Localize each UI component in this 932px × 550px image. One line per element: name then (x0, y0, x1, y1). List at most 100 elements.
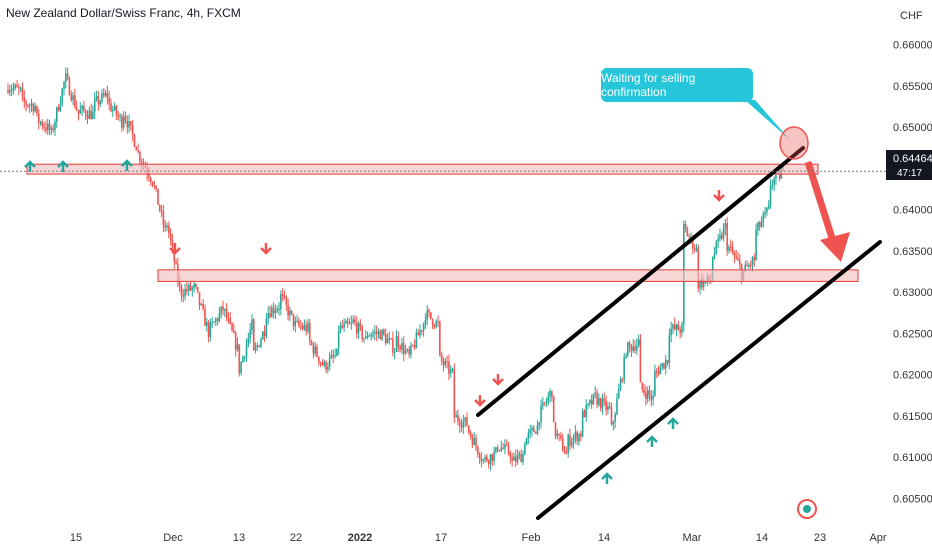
candle-body (45, 127, 47, 131)
candle-body (236, 344, 239, 350)
candle-body (760, 221, 763, 227)
candle-body (209, 322, 212, 338)
candle-body (384, 334, 387, 344)
candle-body (316, 346, 318, 357)
candle-body (77, 110, 80, 114)
candle-body (616, 398, 618, 415)
candle-body (57, 107, 60, 111)
candle-body (719, 235, 721, 239)
candle-body (426, 310, 429, 321)
candle-body (37, 113, 40, 123)
candle-body (392, 338, 394, 353)
candle-body (630, 345, 633, 351)
candle-body (175, 261, 177, 265)
candle-body (601, 398, 604, 409)
candle-body (681, 324, 683, 333)
candle-body (773, 178, 775, 185)
candle-body (267, 313, 270, 319)
candle-body (374, 331, 376, 334)
channel-lines (476, 146, 882, 520)
candle-body (182, 295, 185, 297)
candle-body (444, 361, 447, 365)
candle-body (471, 436, 474, 445)
candle-body (536, 425, 539, 434)
candle-body (486, 456, 488, 461)
candle-body (775, 172, 777, 179)
candle-body (457, 415, 459, 422)
candle-body (569, 435, 571, 446)
candle-body (108, 97, 110, 104)
candle-body (590, 400, 593, 405)
candle-body (594, 392, 597, 394)
candle-body (191, 287, 194, 291)
candle-body (117, 115, 120, 117)
candle-body (766, 207, 768, 213)
candle-body (357, 323, 360, 334)
zone-lower-support (157, 269, 859, 282)
candle-body (193, 283, 195, 288)
candle-body (283, 295, 286, 298)
candle-body (643, 389, 645, 393)
candle-body (668, 335, 671, 363)
candle-body (352, 319, 354, 323)
candle-body (79, 108, 82, 114)
candle-body (598, 398, 600, 405)
annotation-callout[interactable]: Waiting for selling confirmation (601, 68, 753, 102)
candle-body (285, 297, 288, 305)
candle-body (695, 247, 698, 250)
candle-body (599, 398, 602, 409)
candle-body (128, 121, 130, 128)
candle-body (213, 321, 215, 323)
candle-body (75, 107, 78, 111)
candle-body (504, 444, 506, 449)
up-arrow-head (121, 159, 133, 167)
candle-body (467, 425, 470, 433)
candle-body (753, 257, 756, 260)
candle-body (552, 396, 555, 423)
candle-body (364, 336, 367, 339)
candle-body (455, 415, 457, 418)
candle-body (307, 323, 309, 332)
candle-body (169, 232, 172, 241)
candle-body (545, 401, 548, 404)
candle-body (607, 406, 609, 410)
candle-body (430, 312, 432, 319)
candle-body (225, 308, 228, 319)
candle-body (121, 115, 123, 128)
candle-body (50, 128, 53, 130)
candle-body (21, 87, 24, 97)
candle-body (83, 105, 85, 111)
candle-body (542, 402, 544, 406)
candle-body (180, 285, 183, 296)
up-arrow-head (667, 417, 679, 425)
candle-body (215, 318, 217, 322)
candle-body (692, 236, 694, 249)
candle-body (509, 453, 512, 458)
candle-body (231, 323, 233, 331)
x-axis: 15 Dec 13 22 2022 17 Feb 14 Mar 14 23 Apr (70, 532, 887, 544)
candle-body (341, 325, 344, 328)
candle-body (711, 257, 714, 281)
candle-body (393, 351, 396, 353)
candle-body (449, 369, 452, 374)
y-tick-label: 0.64000 (893, 205, 932, 217)
candle-body (211, 322, 213, 324)
candle-body (406, 349, 409, 351)
x-tick-label: 14 (598, 532, 610, 544)
candle-body (247, 337, 250, 345)
candle-body (261, 331, 264, 340)
y-tick-label: 0.65500 (893, 81, 932, 93)
candle-body (198, 292, 201, 305)
candle-body (556, 433, 559, 437)
candle-body (713, 252, 716, 258)
candle-body (328, 358, 331, 367)
candle-body (527, 432, 530, 439)
highlight-circle (779, 126, 809, 160)
candle-body (764, 212, 766, 214)
candle-body (739, 260, 741, 265)
candle-body (402, 343, 405, 354)
candle-body (290, 310, 293, 314)
candle-body (610, 408, 613, 425)
down-arrow-head (713, 194, 725, 202)
